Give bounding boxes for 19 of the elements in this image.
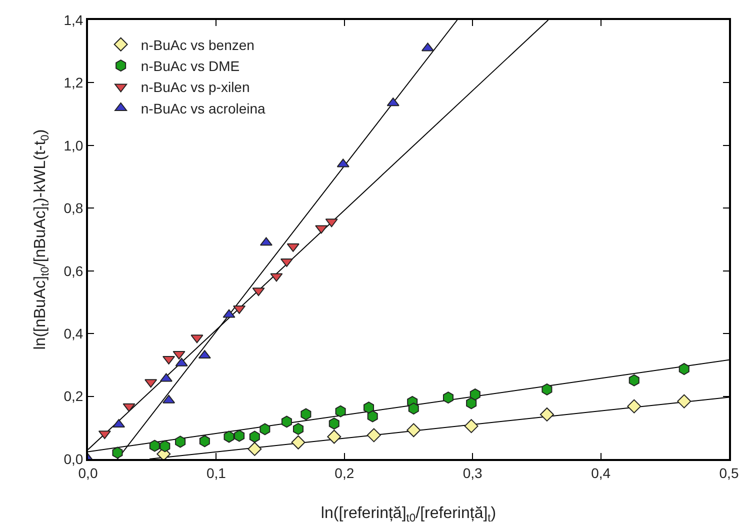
y-tick-label: 0,6	[64, 262, 84, 279]
y-tick-label: 0,8	[64, 200, 84, 216]
legend-label: n-BuAc vs acroleina	[140, 100, 266, 116]
y-tick-label: 0,4	[64, 325, 84, 342]
x-tick-label: 0,3	[462, 464, 483, 481]
x-tick-label: 0,0	[78, 464, 98, 481]
legend-label: n-BuAc vs p-xilen	[140, 79, 250, 96]
y-tick-label: 1,2	[64, 74, 84, 91]
x-tick-label: 0,5	[719, 464, 739, 481]
x-tick-label: 0,1	[206, 464, 226, 481]
x-tick-label: 0,2	[334, 464, 354, 481]
legend-label: n-BuAc vs benzen	[140, 36, 254, 53]
y-tick-label: 0,2	[64, 388, 84, 404]
y-tick-label: 1,4	[64, 12, 84, 28]
y-tick-label: 1,0	[64, 137, 84, 154]
y-tick-label: 0,0	[64, 450, 84, 467]
legend-label: n-BuAc vs DME	[140, 58, 240, 74]
x-tick-label: 0,4	[591, 464, 611, 481]
x-axis-title: ln([referință]$_{t0}$/[referință]$_{t}$)	[320, 505, 496, 524]
